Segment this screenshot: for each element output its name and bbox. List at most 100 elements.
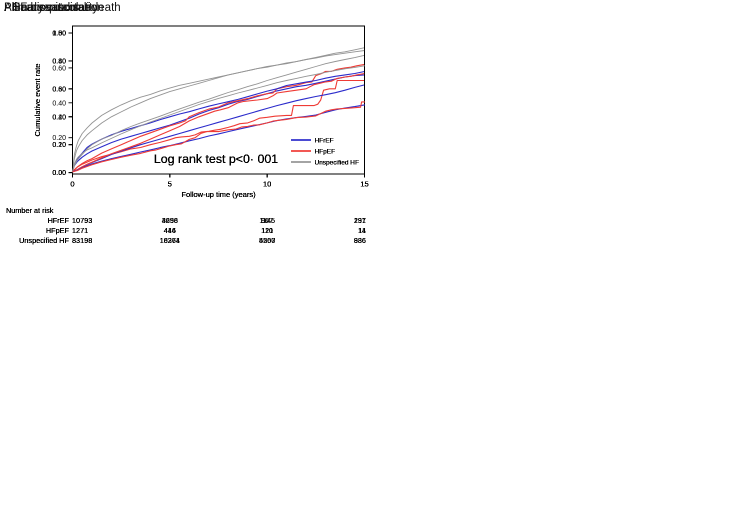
panel-title-all-cause-mortality: All-cause mortality	[4, 2, 98, 14]
svg-text:0.60: 0.60	[52, 86, 66, 93]
y-axis: 0.00 0.20 0.40 0.60 0.80	[52, 31, 73, 177]
svg-text:Unspecified HF: Unspecified HF	[315, 159, 359, 166]
series-hfref	[71, 84, 366, 173]
svg-text:83198: 83198	[72, 236, 92, 245]
svg-text:0.20: 0.20	[52, 142, 66, 149]
panel-primary-outcome: Primary outcome 0.00 0.20 0.40 0.60 0.80 1.00…	[0, 0, 370, 254]
svg-text:0.40: 0.40	[52, 114, 66, 121]
svg-text:HFrEF: HFrEF	[315, 137, 334, 144]
series-hfpef	[71, 63, 366, 172]
series-hfpef	[71, 72, 366, 173]
series-hfpef	[71, 79, 366, 173]
svg-text:0.00: 0.00	[52, 170, 66, 177]
svg-text:Number at risk: Number at risk	[6, 206, 54, 215]
svg-text:0.40: 0.40	[52, 100, 66, 107]
svg-text:Number at risk: Number at risk	[6, 206, 54, 215]
legend: HFrEF HFpEF Unspecified HF	[291, 137, 359, 166]
svg-text:1145: 1145	[259, 216, 275, 225]
panel-title-primary-outcome: Primary outcome	[4, 2, 91, 14]
svg-text:0.10: 0.10	[52, 142, 66, 149]
svg-text:18364: 18364	[160, 236, 180, 245]
svg-text:Number at risk: Number at risk	[6, 206, 54, 215]
svg-text:83198: 83198	[72, 236, 92, 245]
log-rank-annotation: Log rank test p<0· 001	[154, 152, 278, 166]
svg-text:197: 197	[354, 216, 366, 225]
series-hfpef	[71, 101, 366, 173]
svg-text:3698: 3698	[162, 216, 178, 225]
svg-text:4507: 4507	[259, 236, 275, 245]
svg-text:0.00: 0.00	[52, 170, 66, 177]
panel-all-cause-mortality: All-cause mortality 0.00 0.20 0.40 0.60 0.80…	[0, 0, 370, 254]
svg-text:83198: 83198	[72, 236, 92, 245]
svg-text:986: 986	[354, 236, 366, 245]
svg-text:HFrEF: HFrEF	[315, 137, 334, 144]
svg-text:4256: 4256	[162, 216, 178, 225]
log-rank-annotation: Log rank test p<0· 001	[154, 152, 278, 166]
svg-text:HFpEF: HFpEF	[46, 226, 70, 235]
svg-text:0.30: 0.30	[52, 86, 66, 93]
svg-text:110: 110	[261, 226, 273, 235]
svg-text:0: 0	[70, 180, 74, 189]
series-unspecified-hf	[72, 54, 365, 172]
svg-text:5: 5	[168, 180, 172, 189]
svg-text:5260: 5260	[259, 236, 275, 245]
svg-text:14: 14	[358, 226, 366, 235]
svg-text:446: 446	[164, 226, 176, 235]
svg-text:HFpEF: HFpEF	[46, 226, 70, 235]
svg-text:0.20: 0.20	[52, 142, 66, 149]
svg-text:HFpEF: HFpEF	[315, 148, 336, 155]
svg-text:0.80: 0.80	[52, 31, 66, 38]
log-rank-annotation: Log rank test p<0· 001	[154, 152, 278, 166]
svg-text:1271: 1271	[72, 226, 88, 235]
x-axis-label: Follow-up time (years)	[181, 190, 256, 199]
x-axis-label: Follow-up time (years)	[181, 190, 256, 199]
svg-text:Number at risk: Number at risk	[6, 206, 54, 215]
svg-text:967: 967	[261, 216, 273, 225]
y-axis-label: Cumulative event rate	[33, 64, 42, 137]
svg-text:HFpEF: HFpEF	[46, 226, 70, 235]
svg-text:10: 10	[263, 180, 271, 189]
svg-text:HFrEF: HFrEF	[315, 137, 334, 144]
svg-text:HFrEF: HFrEF	[48, 216, 70, 225]
svg-text:0.40: 0.40	[52, 114, 66, 121]
cardiovascular-death-chart: 0.00 0.20 0.40 0.60 0.80 0 5 10 15 Follow-up time…	[6, 25, 369, 245]
svg-text:10793: 10793	[72, 216, 92, 225]
svg-text:Unspecified HF: Unspecified HF	[315, 159, 359, 166]
y-axis-label: Cumulative event rate	[33, 64, 42, 137]
svg-text:5: 5	[168, 180, 172, 189]
svg-text:231: 231	[354, 216, 366, 225]
series-unspecified-hf	[72, 50, 365, 172]
hf-hospitalisation-chart: 0.00 0.100.20 0.30 0.40 0.50 0 5 10 15 Follow-up …	[6, 25, 369, 245]
svg-text:HFrEF: HFrEF	[48, 216, 70, 225]
series-hfref	[71, 74, 366, 172]
svg-text:414: 414	[164, 226, 176, 235]
svg-text:110: 110	[261, 226, 273, 235]
svg-text:0: 0	[70, 180, 74, 189]
svg-text:HFpEF: HFpEF	[315, 148, 336, 155]
y-axis-label: Cumulative event rate	[33, 64, 42, 137]
svg-text:5: 5	[168, 180, 172, 189]
svg-text:10793: 10793	[72, 216, 92, 225]
svg-text:16271: 16271	[160, 236, 180, 245]
x-axis-label: Follow-up time (years)	[181, 190, 256, 199]
primary-outcome-chart: 0.00 0.20 0.40 0.60 0.801.00 0 5 10 15 Follow-up …	[6, 25, 369, 245]
svg-text:15: 15	[360, 180, 368, 189]
svg-text:5260: 5260	[259, 236, 275, 245]
svg-text:0.50: 0.50	[52, 31, 66, 38]
svg-text:Unspecified HF: Unspecified HF	[19, 236, 69, 245]
svg-text:Unspecified HF: Unspecified HF	[19, 236, 69, 245]
all-cause-mortality-chart: 0.00 0.20 0.40 0.60 0.801.00 0 5 10 15 Follow-up …	[6, 25, 369, 245]
x-axis: 0 5 10 15	[70, 174, 369, 189]
svg-text:836: 836	[354, 236, 366, 245]
svg-text:10: 10	[263, 180, 271, 189]
svg-text:10: 10	[263, 180, 271, 189]
plot-frame	[72, 25, 365, 175]
svg-text:HFpEF: HFpEF	[315, 148, 336, 155]
svg-text:18364: 18364	[160, 236, 180, 245]
svg-text:10: 10	[263, 180, 271, 189]
svg-text:0.00: 0.00	[52, 170, 66, 177]
x-axis-label: Follow-up time (years)	[181, 190, 256, 199]
svg-text:1.00: 1.00	[52, 31, 66, 38]
